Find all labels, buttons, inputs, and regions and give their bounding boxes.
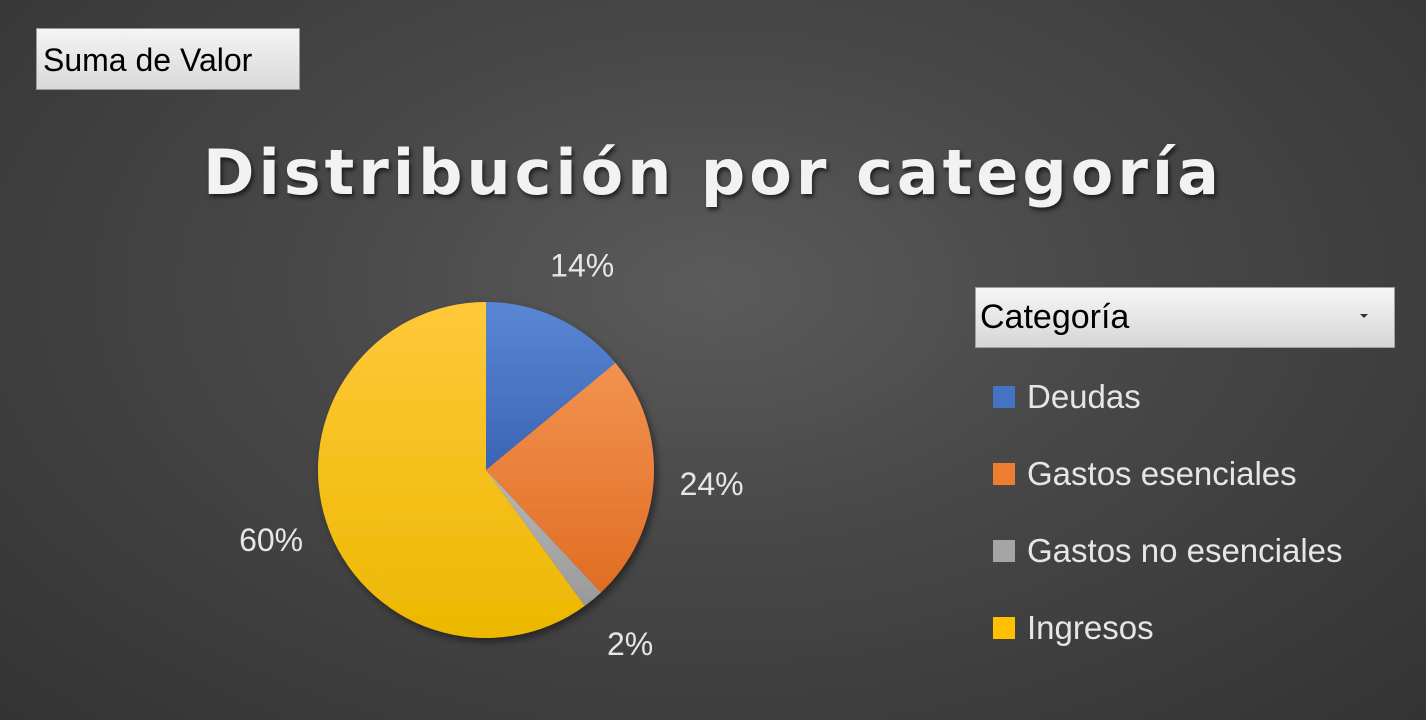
legend-label: Ingresos xyxy=(1027,608,1154,646)
legend-label: Gastos no esenciales xyxy=(1027,531,1343,569)
legend-swatch xyxy=(993,616,1015,639)
chevron-down-icon xyxy=(1360,314,1368,318)
data-label: 2% xyxy=(607,626,653,662)
pie-slice-ingresos xyxy=(317,302,585,638)
legend-label: Gastos esenciales xyxy=(1027,454,1297,492)
legend-item-ingresos: Ingresos xyxy=(993,589,1343,666)
data-label: 24% xyxy=(680,466,744,502)
legend-item-gastos-esenciales: Gastos esenciales xyxy=(993,435,1343,512)
pie-slice-gastos-no-esenciales xyxy=(486,470,601,606)
data-label: 60% xyxy=(239,522,303,558)
legend-swatch xyxy=(993,385,1015,408)
pie-slice-deudas xyxy=(486,302,616,470)
legend-swatch xyxy=(993,462,1015,485)
legend-label: Deudas xyxy=(1027,377,1141,415)
chart-title: Distribución por categoría xyxy=(203,136,1223,209)
category-filter-dropdown[interactable]: Categoría xyxy=(975,287,1395,348)
legend-swatch xyxy=(993,539,1015,562)
value-field-button[interactable]: Suma de Valor xyxy=(36,28,300,90)
legend-item-gastos-no-esenciales: Gastos no esenciales xyxy=(993,512,1343,589)
category-filter-label: Categoría xyxy=(980,298,1130,336)
chart-legend: Deudas Gastos esenciales Gastos no esenc… xyxy=(993,358,1343,666)
pie-slice-gastos-esenciales xyxy=(486,362,655,593)
legend-item-deudas: Deudas xyxy=(993,358,1343,435)
data-label: 14% xyxy=(550,248,614,284)
